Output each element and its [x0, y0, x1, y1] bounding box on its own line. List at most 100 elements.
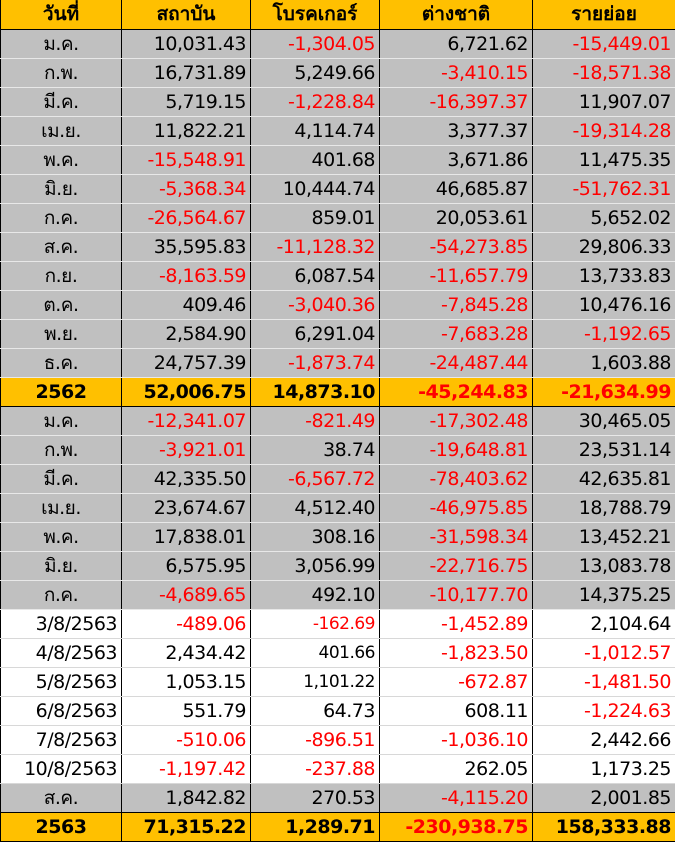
cell-broker: 5,249.66 — [251, 58, 380, 87]
cell-foreign: -45,244.83 — [380, 377, 533, 406]
cell-broker: 6,291.04 — [251, 319, 380, 348]
header-row: วันที่ สถาบัน โบรคเกอร์ ต่างชาติ รายย่อย — [1, 0, 675, 29]
row-label: 2562 — [1, 377, 122, 406]
header-foreign: ต่างชาติ — [380, 0, 533, 29]
cell-foreign: 46,685.87 — [380, 174, 533, 203]
cell-institution: 2,434.42 — [122, 638, 251, 667]
row-label: ส.ค. — [1, 232, 122, 261]
cell-broker: -1,228.84 — [251, 87, 380, 116]
row-label: 3/8/2563 — [1, 609, 122, 638]
cell-institution: 551.79 — [122, 696, 251, 725]
cell-institution: 16,731.89 — [122, 58, 251, 87]
cell-foreign: -7,845.28 — [380, 290, 533, 319]
cell-broker: 64.73 — [251, 696, 380, 725]
cell-institution: 11,822.21 — [122, 116, 251, 145]
cell-broker: -237.88 — [251, 754, 380, 783]
cell-institution: 42,335.50 — [122, 464, 251, 493]
cell-institution: -489.06 — [122, 609, 251, 638]
cell-broker: 270.53 — [251, 783, 380, 812]
cell-institution: -510.06 — [122, 725, 251, 754]
cell-retail: -18,571.38 — [533, 58, 675, 87]
row-label: ก.พ. — [1, 435, 122, 464]
cell-institution: -4,689.65 — [122, 580, 251, 609]
row-label: ก.พ. — [1, 58, 122, 87]
cell-broker: -6,567.72 — [251, 464, 380, 493]
cell-foreign: -1,036.10 — [380, 725, 533, 754]
cell-institution: -1,197.42 — [122, 754, 251, 783]
cell-retail: 13,083.78 — [533, 551, 675, 580]
cell-broker: -821.49 — [251, 406, 380, 435]
cell-foreign: -10,177.70 — [380, 580, 533, 609]
row-label: 4/8/2563 — [1, 638, 122, 667]
cell-broker: 1,101.22 — [251, 667, 380, 696]
row-label: ต.ค. — [1, 290, 122, 319]
cell-institution: 5,719.15 — [122, 87, 251, 116]
cell-broker: 492.10 — [251, 580, 380, 609]
cell-foreign: -24,487.44 — [380, 348, 533, 377]
row-label: มี.ค. — [1, 464, 122, 493]
cell-broker: 38.74 — [251, 435, 380, 464]
cell-broker: 4,512.40 — [251, 493, 380, 522]
cell-retail: -21,634.99 — [533, 377, 675, 406]
cell-foreign: -11,657.79 — [380, 261, 533, 290]
header-retail: รายย่อย — [533, 0, 675, 29]
cell-institution: 409.46 — [122, 290, 251, 319]
cell-foreign: -1,452.89 — [380, 609, 533, 638]
cell-foreign: 3,377.37 — [380, 116, 533, 145]
cell-foreign: 20,053.61 — [380, 203, 533, 232]
cell-institution: 1,053.15 — [122, 667, 251, 696]
row-label: มี.ค. — [1, 87, 122, 116]
cell-retail: 11,475.35 — [533, 145, 675, 174]
cell-broker: -3,040.36 — [251, 290, 380, 319]
cell-broker: 6,087.54 — [251, 261, 380, 290]
cell-broker: 14,873.10 — [251, 377, 380, 406]
cell-retail: 2,442.66 — [533, 725, 675, 754]
cell-broker: 4,114.74 — [251, 116, 380, 145]
cell-institution: 6,575.95 — [122, 551, 251, 580]
cell-institution: 23,674.67 — [122, 493, 251, 522]
cell-broker: 3,056.99 — [251, 551, 380, 580]
row-label: ก.ค. — [1, 580, 122, 609]
cell-institution: 71,315.22 — [122, 812, 251, 841]
cell-retail: 2,001.85 — [533, 783, 675, 812]
cell-retail: 13,452.21 — [533, 522, 675, 551]
row-label: ม.ค. — [1, 29, 122, 58]
cell-foreign: 6,721.62 — [380, 29, 533, 58]
cell-broker: -896.51 — [251, 725, 380, 754]
row-label: 2563 — [1, 812, 122, 841]
cell-broker: 10,444.74 — [251, 174, 380, 203]
cell-retail: 14,375.25 — [533, 580, 675, 609]
cell-broker: 859.01 — [251, 203, 380, 232]
cell-broker: -162.69 — [251, 609, 380, 638]
row-label: 10/8/2563 — [1, 754, 122, 783]
cell-institution: 24,757.39 — [122, 348, 251, 377]
row-label: มิ.ย. — [1, 551, 122, 580]
row-label: ม.ค. — [1, 406, 122, 435]
cell-institution: -5,368.34 — [122, 174, 251, 203]
cell-foreign: -4,115.20 — [380, 783, 533, 812]
cell-institution: 35,595.83 — [122, 232, 251, 261]
row-label: ธ.ค. — [1, 348, 122, 377]
cell-foreign: -54,273.85 — [380, 232, 533, 261]
cell-retail: -1,224.63 — [533, 696, 675, 725]
cell-broker: -11,128.32 — [251, 232, 380, 261]
cell-retail: 158,333.88 — [533, 812, 675, 841]
cell-retail: 23,531.14 — [533, 435, 675, 464]
cell-foreign: -19,648.81 — [380, 435, 533, 464]
cell-broker: -1,873.74 — [251, 348, 380, 377]
cell-foreign: -46,975.85 — [380, 493, 533, 522]
cell-retail: 29,806.33 — [533, 232, 675, 261]
